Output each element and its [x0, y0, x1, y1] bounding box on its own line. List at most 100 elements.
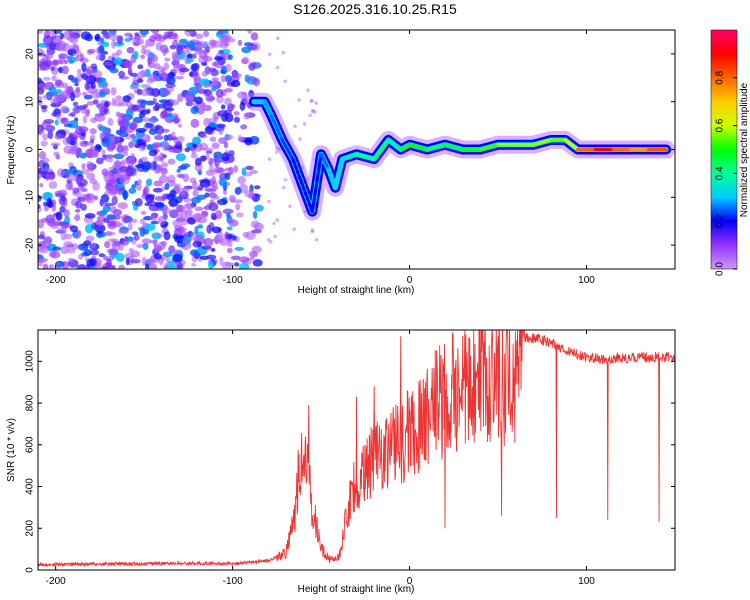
- noise-blob: [196, 106, 205, 115]
- signal-segment: [531, 138, 553, 147]
- noise-blob: [190, 118, 200, 128]
- noise-blob: [79, 152, 87, 159]
- noise-blob: [206, 254, 217, 260]
- noise-blob: [75, 125, 83, 135]
- noise-blob: [235, 203, 241, 211]
- noise-blob: [74, 82, 79, 87]
- noise-blob: [142, 242, 149, 250]
- noise-blob: [55, 94, 66, 103]
- noise-blob: [130, 218, 138, 224]
- noise-blob: [38, 124, 42, 132]
- spectrogram-y-tick-label: 0: [25, 146, 36, 152]
- noise-blob: [193, 105, 199, 112]
- noise-blob: [60, 117, 69, 125]
- figure-title: S126.2025.316.10.25.R15: [293, 1, 457, 17]
- noise-blob: [98, 44, 105, 54]
- noise-blob: [41, 121, 51, 127]
- noise-blob: [234, 246, 245, 251]
- noise-blob: [102, 255, 108, 261]
- noise-blob: [252, 61, 257, 68]
- noise-blob: [99, 198, 104, 206]
- noise-blob: [124, 37, 131, 42]
- noise-blob: [256, 61, 261, 69]
- noise-blob: [147, 53, 159, 64]
- noise-blob: [146, 178, 153, 187]
- noise-blob: [298, 137, 302, 141]
- noise-blob: [160, 67, 166, 75]
- noise-blob: [88, 258, 97, 267]
- signal-segment: [478, 143, 500, 152]
- noise-blob: [240, 58, 249, 65]
- noise-blob: [273, 234, 277, 239]
- noise-blob: [129, 120, 138, 130]
- noise-blob: [144, 263, 150, 269]
- noise-blob: [188, 86, 199, 95]
- noise-blob: [45, 174, 55, 180]
- noise-blob: [173, 183, 182, 189]
- noise-blob: [109, 135, 121, 143]
- noise-blob: [164, 57, 171, 62]
- noise-blob: [85, 235, 95, 242]
- signal-segment: [443, 143, 465, 152]
- noise-blob: [177, 123, 183, 128]
- snr-xlabel: Height of straight line (km): [298, 584, 415, 595]
- noise-blob: [222, 189, 228, 196]
- signal-segment: [333, 157, 344, 190]
- noise-blob: [79, 193, 88, 203]
- noise-blob: [207, 117, 217, 125]
- noise-blob: [253, 185, 261, 190]
- spectrogram-x-tick-label: 100: [578, 275, 595, 286]
- noise-blob: [219, 178, 228, 187]
- noise-blob: [204, 192, 210, 198]
- noise-blob: [120, 239, 130, 246]
- noise-blob: [67, 56, 77, 63]
- noise-blob: [152, 187, 163, 193]
- colorbar-tick-label: 0.8: [715, 70, 726, 84]
- noise-blob: [67, 247, 76, 254]
- noise-blob: [48, 86, 57, 95]
- noise-blob: [242, 231, 250, 238]
- noise-blob: [139, 100, 146, 109]
- noise-blob: [102, 154, 107, 161]
- noise-blob: [314, 237, 319, 242]
- noise-blob: [89, 134, 96, 141]
- noise-blob: [38, 218, 45, 229]
- noise-blob: [153, 155, 162, 162]
- noise-blob: [84, 82, 90, 90]
- signal-segment: [399, 143, 412, 152]
- noise-blob: [249, 169, 258, 175]
- noise-blob: [202, 104, 212, 112]
- noise-blob: [172, 253, 183, 263]
- noise-blob: [74, 209, 81, 213]
- noise-blob: [201, 70, 208, 77]
- noise-blob: [88, 265, 96, 269]
- noise-blob: [38, 257, 49, 263]
- noise-blob: [233, 111, 240, 116]
- noise-blob: [98, 104, 105, 112]
- noise-blob: [125, 121, 130, 127]
- spectrogram-y-ticks: -20 -10 0 10 20: [25, 48, 675, 252]
- noise-blob: [144, 202, 150, 207]
- noise-blob: [173, 136, 179, 145]
- noise-blob: [84, 212, 96, 219]
- noise-blob: [118, 70, 126, 78]
- noise-blob: [85, 74, 97, 85]
- noise-blob: [81, 91, 88, 96]
- noise-blob: [138, 144, 146, 152]
- noise-blob: [214, 56, 224, 61]
- spectrogram-signal-track: [244, 92, 675, 221]
- noise-blob: [148, 149, 158, 157]
- noise-blob: [228, 219, 239, 227]
- noise-blob: [46, 236, 52, 245]
- noise-blob: [56, 40, 67, 50]
- noise-blob: [72, 187, 80, 194]
- noise-blob: [196, 73, 201, 82]
- noise-blob: [140, 210, 147, 216]
- noise-blob: [167, 260, 174, 269]
- spectrogram-y-tick-label: 20: [25, 48, 36, 60]
- noise-blob: [198, 133, 208, 139]
- noise-blob: [216, 198, 228, 206]
- noise-blob: [107, 117, 114, 126]
- noise-blob: [248, 192, 256, 200]
- noise-blob: [192, 136, 201, 145]
